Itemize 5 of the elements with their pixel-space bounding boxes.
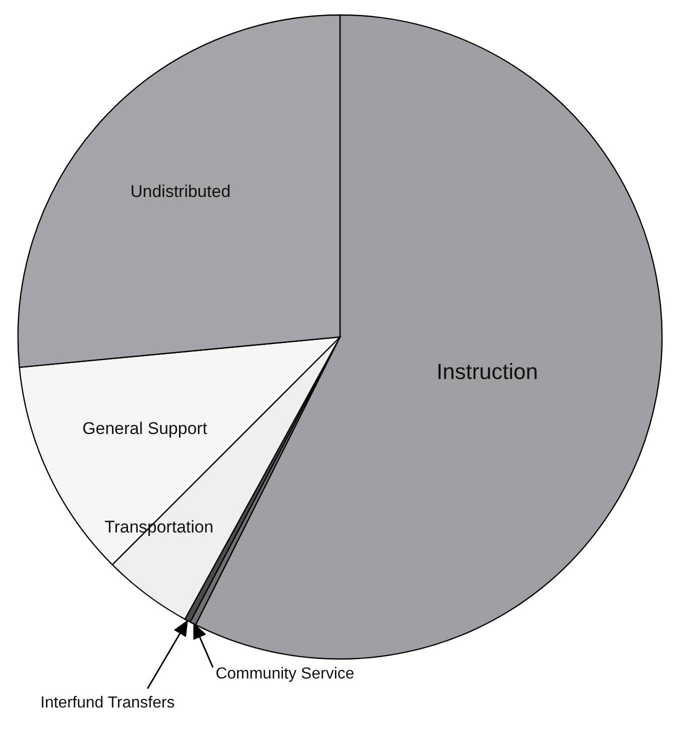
slice-label: Interfund Transfers [40,694,175,712]
slice-label: Community Service [216,665,354,682]
slice-label: General Support [82,418,208,438]
slice-label: Instruction [436,358,538,384]
slice-label: Undistributed [130,182,231,201]
